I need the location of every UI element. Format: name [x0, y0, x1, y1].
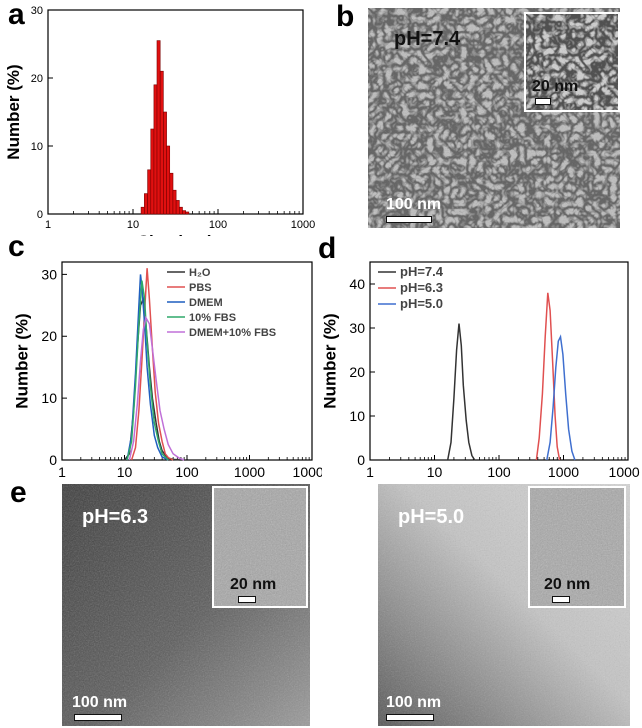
micrograph-ph63: pH=6.3 20 nm 100 nm — [62, 484, 310, 726]
y-tick-label: 10 — [41, 390, 57, 406]
legend-label: PBS — [189, 282, 212, 294]
y-tick-label: 0 — [37, 209, 43, 221]
x-tick-label: 1000 — [548, 464, 579, 480]
panel-label-b: b — [336, 0, 355, 33]
main-scale-text: 100 nm — [72, 694, 128, 711]
histogram-bar — [182, 210, 186, 215]
histogram-bar — [185, 211, 190, 215]
y-tick-label: 10 — [31, 141, 43, 153]
main-scale-text: 100 nm — [386, 694, 442, 711]
legend-label: DMEM — [189, 297, 223, 309]
histogram-bar — [147, 169, 152, 215]
legend-label: pH=5.0 — [400, 296, 443, 311]
ph-label: pH=7.4 — [394, 28, 461, 50]
x-tick-label: 10 — [427, 464, 443, 480]
y-axis-label: Number (%) — [320, 313, 339, 408]
series-line — [123, 296, 181, 461]
histogram-bar — [156, 40, 161, 215]
series-line — [128, 315, 185, 461]
legend-label: pH=7.4 — [400, 264, 444, 279]
plot-frame — [61, 261, 313, 461]
inset-scale-bar — [238, 596, 256, 603]
y-tick-label: 0 — [357, 452, 365, 468]
series-line — [446, 323, 476, 461]
x-tick-label: 1000 — [291, 219, 315, 231]
histogram-bar — [144, 193, 148, 215]
series-line — [535, 292, 561, 461]
panel-label-e: e — [10, 476, 27, 509]
x-tick-label: 1 — [366, 464, 374, 480]
chart-d: 110100100010000010203040Size (nm)Number … — [320, 261, 640, 490]
x-axis-label: Size (nm) — [138, 232, 214, 236]
x-tick-label: 10 — [127, 219, 139, 231]
legend-label: H₂O — [189, 267, 211, 279]
x-tick-label: 100 — [209, 219, 227, 231]
inset-scale-text: 20 nm — [230, 576, 277, 593]
micrograph-ph50: pH=5.0 20 nm 100 nm — [378, 484, 630, 726]
micrograph-ph74: pH=7.4 20 nm 100 nm — [368, 8, 620, 228]
x-tick-label: 10 — [117, 464, 133, 480]
histogram-bar — [159, 70, 164, 215]
main-scale-text: 100 nm — [386, 196, 442, 213]
inset-scale-bar — [552, 596, 570, 603]
y-tick-label: 20 — [41, 328, 57, 344]
panel-label-c: c — [8, 230, 25, 263]
chart-c: 1101001000100000102030Size (nm)Number (%… — [12, 261, 322, 490]
main-scale-bar — [386, 216, 432, 223]
y-tick-label: 20 — [349, 364, 365, 380]
x-tick-label: 100 — [487, 464, 511, 480]
histogram-bar — [179, 206, 183, 215]
inset-scale-text: 20 nm — [532, 78, 579, 95]
y-tick-label: 20 — [31, 73, 43, 85]
x-tick-label: 1 — [58, 464, 66, 480]
inset-ph63 — [212, 486, 308, 608]
histogram-bar — [163, 111, 167, 215]
y-axis-label: Number (%) — [12, 313, 31, 408]
histogram-bar — [166, 145, 171, 215]
histogram-bar — [150, 128, 155, 215]
legend-label: pH=6.3 — [400, 280, 443, 295]
histogram-bar — [169, 172, 174, 215]
inset-scale-bar — [535, 98, 551, 105]
inset-ph50 — [528, 486, 626, 608]
histogram-bar — [172, 189, 177, 215]
panel-label-d: d — [318, 232, 337, 265]
series-line — [126, 274, 169, 461]
x-tick-label: 100 — [175, 464, 199, 480]
y-tick-label: 30 — [31, 5, 43, 17]
histogram-bar — [140, 206, 145, 215]
main-scale-bar — [74, 714, 122, 721]
y-axis-label: Number (%) — [4, 64, 23, 159]
x-tick-label: 1000 — [234, 464, 265, 480]
histogram-bar — [175, 200, 180, 215]
y-tick-label: 40 — [349, 276, 365, 292]
y-tick-label: 30 — [349, 320, 365, 336]
series-line — [130, 268, 174, 461]
plot-frame — [47, 9, 304, 215]
ph-label: pH=5.0 — [398, 506, 465, 528]
legend-label: 10% FBS — [189, 312, 236, 324]
panel-label-a: a — [8, 0, 25, 31]
inset-scale-text: 20 nm — [544, 576, 591, 593]
histogram-bar — [153, 84, 158, 215]
main-scale-bar — [386, 714, 434, 721]
ph-label: pH=6.3 — [82, 506, 149, 528]
inset-ph74 — [524, 12, 620, 112]
chart-a: 1 10 100 1000 0 10 20 30 Size (nm) Number (%) — [4, 5, 315, 236]
y-tick-label: 10 — [349, 408, 365, 424]
y-tick-label: 30 — [41, 266, 57, 282]
y-tick-label: 0 — [49, 452, 57, 468]
legend-label: DMEM+10% FBS — [189, 327, 276, 339]
series-line — [546, 334, 576, 461]
x-tick-label: 1 — [45, 219, 51, 231]
